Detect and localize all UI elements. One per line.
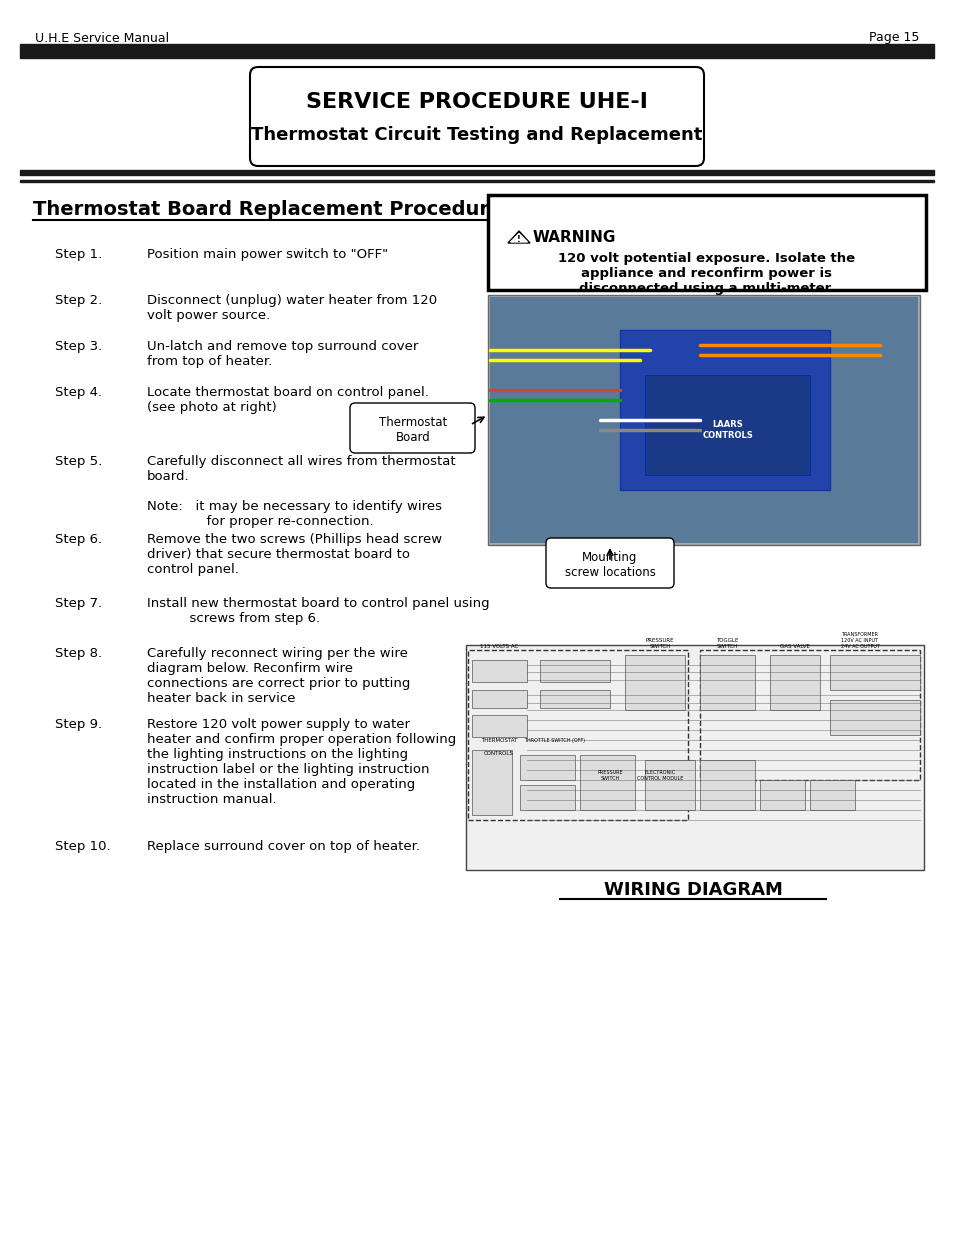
Bar: [519, 755, 575, 781]
Text: Step 4.: Step 4.: [55, 387, 102, 399]
Bar: [809, 781, 854, 810]
Bar: [468, 650, 687, 820]
Text: Position main power switch to "OFF": Position main power switch to "OFF": [147, 248, 388, 261]
Bar: [20, 170, 933, 175]
Text: Thermostat Board Replacement Procedure: Thermostat Board Replacement Procedure: [33, 200, 502, 219]
Text: U.H.E Service Manual: U.H.E Service Manual: [35, 32, 169, 44]
Text: 120 volt potential exposure. Isolate the
appliance and reconfirm power is
discon: 120 volt potential exposure. Isolate the…: [558, 252, 855, 295]
Text: WIRING DIAGRAM: WIRING DIAGRAM: [603, 881, 781, 899]
Bar: [472, 715, 526, 737]
Bar: [20, 44, 933, 58]
Text: ELECTRONIC
CONTROL MODULE: ELECTRONIC CONTROL MODULE: [637, 771, 682, 781]
Bar: [700, 650, 919, 781]
Text: Step 8.: Step 8.: [55, 647, 102, 659]
Text: Step 6.: Step 6.: [55, 534, 102, 546]
Text: Carefully disconnect all wires from thermostat
board.

Note:   it may be necessa: Carefully disconnect all wires from ther…: [147, 454, 456, 529]
Text: Page 15: Page 15: [868, 32, 918, 44]
Bar: [829, 700, 919, 735]
Text: Replace surround cover on top of heater.: Replace surround cover on top of heater.: [147, 840, 419, 853]
Text: THERMOSTAT: THERMOSTAT: [480, 739, 517, 743]
Bar: [539, 659, 609, 682]
Text: Mounting
screw locations: Mounting screw locations: [564, 551, 655, 579]
Text: Carefully reconnect wiring per the wire
diagram below. Reconfirm wire
connection: Carefully reconnect wiring per the wire …: [147, 647, 410, 705]
Text: Disconnect (unplug) water heater from 120
volt power source.: Disconnect (unplug) water heater from 12…: [147, 294, 436, 322]
Text: THROTTLE SWITCH (OFF): THROTTLE SWITCH (OFF): [524, 739, 585, 743]
Text: Step 3.: Step 3.: [55, 340, 102, 353]
Text: Remove the two screws (Phillips head screw
driver) that secure thermostat board : Remove the two screws (Phillips head scr…: [147, 534, 441, 576]
Text: Step 2.: Step 2.: [55, 294, 102, 308]
Polygon shape: [507, 231, 530, 243]
Text: WARNING: WARNING: [533, 231, 616, 246]
Bar: [472, 659, 526, 682]
Bar: [488, 195, 925, 290]
Bar: [465, 645, 923, 869]
Text: TRANSFORMER
120V AC INPUT
24V AC OUTPUT: TRANSFORMER 120V AC INPUT 24V AC OUTPUT: [840, 632, 879, 650]
Bar: [490, 296, 917, 543]
Text: Thermostat Circuit Testing and Replacement: Thermostat Circuit Testing and Replaceme…: [251, 126, 702, 144]
Bar: [644, 760, 695, 810]
Text: Step 7.: Step 7.: [55, 597, 102, 610]
Bar: [829, 655, 919, 690]
Bar: [472, 690, 526, 708]
Bar: [539, 690, 609, 708]
FancyBboxPatch shape: [545, 538, 673, 588]
Text: Un-latch and remove top surround cover
from top of heater.: Un-latch and remove top surround cover f…: [147, 340, 418, 368]
Text: TOGGLE
SWITCH: TOGGLE SWITCH: [715, 638, 738, 650]
Text: PRESSURE
SWITCH: PRESSURE SWITCH: [597, 771, 622, 781]
Text: Locate thermostat board on control panel.
(see photo at right): Locate thermostat board on control panel…: [147, 387, 429, 414]
Bar: [619, 330, 829, 490]
Text: Thermostat
Board: Thermostat Board: [378, 416, 447, 445]
Text: SERVICE PROCEDURE UHE-I: SERVICE PROCEDURE UHE-I: [306, 91, 647, 112]
Bar: [472, 750, 512, 815]
Bar: [644, 375, 809, 475]
Bar: [700, 655, 754, 710]
Text: LAARS
CONTROLS: LAARS CONTROLS: [702, 420, 753, 440]
Text: !: !: [517, 235, 520, 243]
Bar: [519, 785, 575, 810]
Bar: [20, 180, 933, 182]
Bar: [579, 755, 635, 810]
Text: Step 10.: Step 10.: [55, 840, 111, 853]
Bar: [624, 655, 684, 710]
Text: 115 VOLTS AC: 115 VOLTS AC: [479, 643, 517, 650]
FancyBboxPatch shape: [250, 67, 703, 165]
Bar: [488, 295, 919, 545]
Text: Step 9.: Step 9.: [55, 718, 102, 731]
Text: Install new thermostat board to control panel using
          screws from step 6: Install new thermostat board to control …: [147, 597, 489, 625]
Text: PRESSURE
SWITCH: PRESSURE SWITCH: [645, 638, 674, 650]
Polygon shape: [510, 233, 527, 242]
Text: Step 5.: Step 5.: [55, 454, 102, 468]
Text: CONTROLS: CONTROLS: [483, 751, 514, 756]
Text: Restore 120 volt power supply to water
heater and confirm proper operation follo: Restore 120 volt power supply to water h…: [147, 718, 456, 806]
FancyBboxPatch shape: [350, 403, 475, 453]
Bar: [769, 655, 820, 710]
Text: GAS VALVE: GAS VALVE: [780, 643, 809, 650]
Text: Step 1.: Step 1.: [55, 248, 102, 261]
Bar: [760, 781, 804, 810]
Bar: [700, 760, 754, 810]
